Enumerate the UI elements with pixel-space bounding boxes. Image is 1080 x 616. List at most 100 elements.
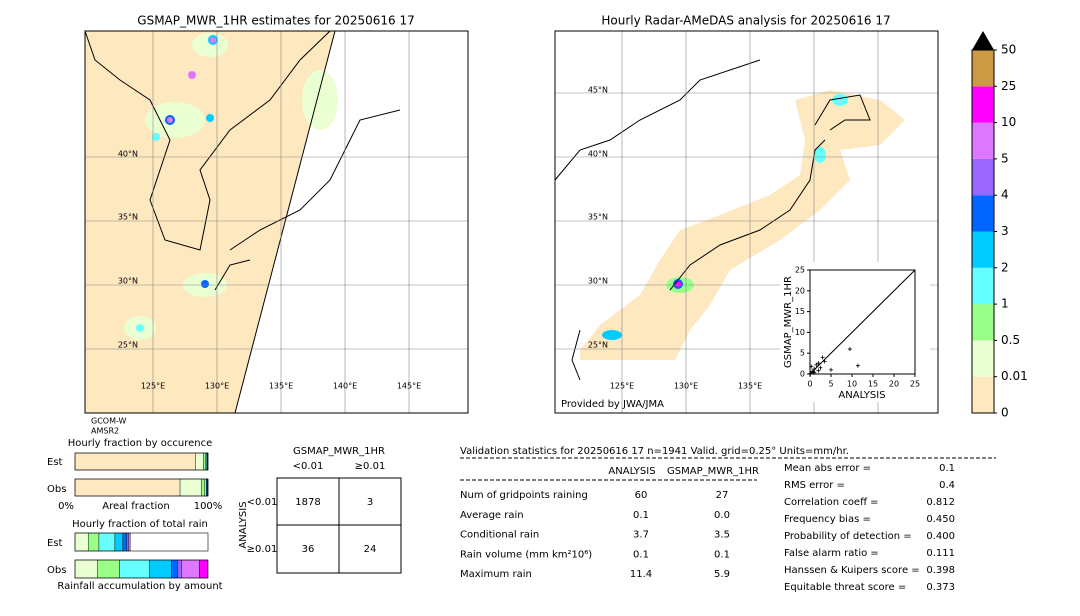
colorbar-label: 10 [1001,115,1016,129]
stat-value: 3.5 [714,530,730,541]
fraction-segment [75,453,195,470]
fraction-segment [177,560,181,578]
fraction-segment [205,479,207,496]
lon-label: 125°E [141,382,165,391]
scatter-ylabel: GSMAP_MWR_1HR [783,276,794,368]
score-label: Mean abs error = [784,463,871,474]
score-value: 0.373 [926,582,955,593]
axis-label: 0% [58,501,74,512]
fraction-segment [181,560,199,578]
occurrence-title: Hourly fraction by occurence [68,438,212,449]
left-map-title: GSMAP_MWR_1HR estimates for 20250616 17 [137,14,414,28]
fraction-segment [149,560,171,578]
x-tick-label: 5 [828,380,833,389]
colorbar-label: 0 [1001,406,1009,420]
stat-value: 5.9 [714,569,730,580]
fraction-segment [201,479,204,496]
lon-label: 130°E [205,382,229,391]
fraction-segment [99,533,115,551]
stat-value: 0.1 [633,549,649,560]
column-header: ANALYSIS [608,466,655,477]
score-label: Hanssen & Kuipers score = [784,565,920,576]
satellite-label: GCOM-W [91,417,127,426]
lon-label: 135°E [738,382,762,391]
score-label: Correlation coeff = [784,497,879,508]
column-label: <0.01 [293,461,324,472]
colorbar-label: 25 [1001,79,1016,93]
validation-header: Validation statistics for 20250616 17 n=… [460,446,849,457]
y-tick-label: 0 [800,370,805,379]
x-tick-label: 25 [910,380,920,389]
score-value: 0.4 [939,480,955,491]
x-tick-label: 10 [847,380,857,389]
row-axis-label: ANALYSIS [238,501,249,548]
fraction-segment [88,533,99,551]
stat-value: 0.0 [714,510,730,521]
axis-label: Areal fraction [102,501,169,512]
stat-value: 27 [716,490,729,501]
fraction-segment [123,533,127,551]
colorbar-label: 3 [1001,224,1009,238]
score-label: Frequency bias = [784,514,871,525]
score-value: 0.400 [926,531,955,542]
colorbar-label: 4 [1001,188,1009,202]
score-label: Probability of detection = [784,531,912,542]
colorbar-bin [972,50,994,86]
cell: 24 [364,544,377,555]
satellite-label: AMSR2 [91,427,119,436]
x-tick-label: 20 [889,380,899,389]
score-value: 0.398 [926,565,955,576]
lat-label: 45°N [588,86,608,95]
fraction-segment [127,533,129,551]
row-label: Obs [47,565,66,576]
row-label: ≥0.01 [247,544,278,555]
colorbar-label: 1 [1001,297,1009,311]
row-label: Est [47,457,63,468]
total-rain-xlabel: Rainfall accumulation by amount [57,581,222,592]
colorbar-label: 50 [1001,43,1016,57]
score-value: 0.1 [939,463,955,474]
lon-label: 135°E [269,382,293,391]
colorbar-bin [972,377,994,413]
fraction-segment [199,560,207,578]
colorbar-bin [972,268,994,304]
stat-value: 0.1 [633,510,649,521]
row-label: Obs [47,484,66,495]
score-value: 0.450 [926,514,955,525]
stat-name: Rain volume (mm km²10⁶) [460,549,592,560]
cell: 1878 [295,497,320,508]
y-tick-label: 5 [800,349,805,358]
row-label: Est [47,538,63,549]
lat-label: 30°N [588,277,608,286]
score-value: 0.111 [926,548,955,559]
fraction-segment [195,453,203,470]
stat-name: Conditional rain [460,530,539,541]
lat-label: 35°N [588,213,608,222]
colorbar-bin [972,159,994,195]
score-label: False alarm ratio = [784,548,879,559]
stat-name: Average rain [460,510,524,521]
column-label: ≥0.01 [355,461,386,472]
colorbar-bin [972,232,994,268]
y-tick-label: 20 [795,286,805,295]
row-label: <0.01 [247,497,278,508]
score-label: Equitable threat score = [784,582,906,593]
lat-label: 30°N [118,277,138,286]
stat-name: Maximum rain [460,569,532,580]
lat-label: 40°N [118,150,138,159]
fraction-segment [98,560,120,578]
right-map-title: Hourly Radar-AMeDAS analysis for 2025061… [601,14,890,28]
lat-label: 25°N [588,341,608,350]
lon-label: 145°E [397,382,421,391]
lon-label: 125°E [610,382,634,391]
lon-label: 130°E [674,382,698,391]
fraction-segment [180,479,201,496]
colorbar-bin [972,340,994,376]
lat-label: 35°N [118,213,138,222]
lon-label: 140°E [333,382,357,391]
y-tick-label: 10 [795,328,805,337]
axis-label: 100% [194,501,223,512]
cell: 3 [367,497,373,508]
